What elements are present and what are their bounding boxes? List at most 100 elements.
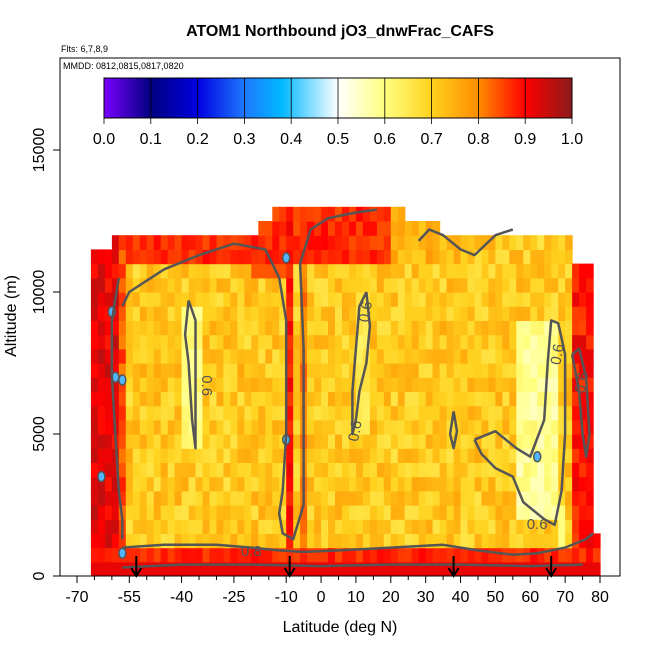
- heatmap-cell: [355, 263, 364, 279]
- heatmap-cell: [328, 235, 336, 250]
- heatmap-cell: [307, 419, 315, 435]
- heatmap-cell: [446, 391, 455, 407]
- heatmap-cell: [432, 561, 441, 576]
- heatmap-cell: [272, 320, 280, 336]
- heatmap-cell: [342, 505, 350, 520]
- heatmap-cell: [314, 505, 322, 520]
- heatmap-cell: [383, 490, 392, 506]
- heatmap-cell: [258, 235, 266, 250]
- heatmap-cell: [404, 490, 413, 506]
- heatmap-cell: [125, 405, 134, 421]
- heatmap-cell: [146, 334, 155, 350]
- heatmap-cell: [153, 476, 162, 492]
- heatmap-cell: [307, 263, 315, 279]
- heatmap-cell: [195, 377, 204, 392]
- heatmap-cell: [342, 306, 350, 321]
- heatmap-cell: [439, 519, 448, 534]
- heatmap-cell: [439, 277, 448, 293]
- heatmap-cell: [265, 505, 273, 520]
- heatmap-cell: [551, 292, 559, 307]
- heatmap-cell: [202, 405, 211, 421]
- heatmap-cell: [132, 434, 141, 449]
- heatmap-cell: [579, 561, 587, 576]
- heatmap-cell: [516, 405, 524, 421]
- heatmap-cell: [537, 263, 545, 279]
- heatmap-cell: [502, 377, 510, 392]
- heatmap-cell: [251, 547, 259, 563]
- heatmap-cell: [404, 221, 413, 236]
- heatmap-cell: [328, 448, 336, 463]
- heatmap-cell: [411, 377, 420, 392]
- heatmap-cell: [160, 533, 169, 549]
- heatmap-cell: [195, 363, 204, 378]
- heatmap-cell: [558, 405, 566, 421]
- heatmap-cell: [509, 448, 517, 463]
- heatmap-cell: [167, 292, 176, 307]
- heatmap-cell: [244, 235, 252, 250]
- heatmap-cell: [453, 434, 462, 449]
- heatmap-cell: [90, 263, 99, 279]
- heatmap-cell: [216, 419, 225, 435]
- heatmap-cell: [125, 490, 134, 506]
- heatmap-cell: [167, 547, 176, 563]
- heatmap-cell: [502, 249, 510, 265]
- heatmap-cell: [411, 434, 420, 449]
- heatmap-cell: [265, 221, 273, 236]
- heatmap-cell: [572, 561, 580, 576]
- heatmap-cell: [579, 505, 587, 520]
- heatmap-cell: [579, 462, 587, 478]
- heatmap-cell: [586, 292, 594, 307]
- contour-label: 0.6: [527, 516, 548, 533]
- heatmap-cell: [544, 476, 552, 492]
- heatmap-cell: [258, 490, 266, 506]
- heatmap-cell: [509, 263, 517, 279]
- heatmap-cell: [160, 263, 169, 279]
- heatmap-cell: [125, 235, 134, 250]
- heatmap-cell: [418, 561, 427, 576]
- heatmap-cell: [132, 320, 141, 336]
- heatmap-cell: [293, 448, 301, 463]
- heatmap-cell: [467, 306, 476, 321]
- heatmap-cell: [125, 249, 134, 265]
- heatmap-cell: [223, 334, 231, 350]
- heatmap-cell: [418, 348, 427, 364]
- heatmap-cell: [523, 320, 531, 336]
- heatmap-cell: [132, 547, 141, 563]
- heatmap-cell: [160, 306, 169, 321]
- heatmap-cell: [293, 533, 301, 549]
- heatmap-cell: [286, 363, 294, 378]
- heatmap-cell: [502, 391, 510, 407]
- heatmap-cell: [314, 348, 322, 364]
- heatmap-cell: [572, 334, 580, 350]
- heatmap-cell: [104, 391, 113, 407]
- heatmap-cell: [293, 490, 301, 506]
- heatmap-cell: [425, 476, 434, 492]
- heatmap-cell: [418, 292, 427, 307]
- heatmap-cell: [530, 277, 538, 293]
- heatmap-cell: [481, 547, 490, 563]
- heatmap-cell: [188, 547, 197, 563]
- heatmap-cell: [118, 277, 127, 293]
- heatmap-cell: [244, 476, 252, 492]
- heatmap-cell: [139, 519, 148, 534]
- heatmap-cell: [453, 476, 462, 492]
- heatmap-cell: [244, 249, 252, 265]
- heatmap-cell: [397, 419, 406, 435]
- heatmap-cell: [160, 462, 169, 478]
- heatmap-cell: [467, 405, 476, 421]
- heatmap-cell: [516, 533, 524, 549]
- heatmap-cell: [125, 462, 134, 478]
- heatmap-cell: [195, 448, 204, 463]
- heatmap-cell: [572, 505, 580, 520]
- heatmap-cell: [502, 533, 510, 549]
- heatmap-cell: [230, 348, 238, 364]
- heatmap-cell: [488, 519, 496, 534]
- heatmap-cell: [160, 277, 169, 293]
- heatmap-cell: [139, 419, 148, 435]
- heatmap-cell: [537, 476, 545, 492]
- heatmap-cell: [300, 206, 308, 222]
- x-tick-label: 40: [452, 589, 470, 606]
- heatmap-cell: [411, 490, 420, 506]
- x-tick-label: 50: [487, 589, 505, 606]
- heatmap-cell: [376, 547, 385, 563]
